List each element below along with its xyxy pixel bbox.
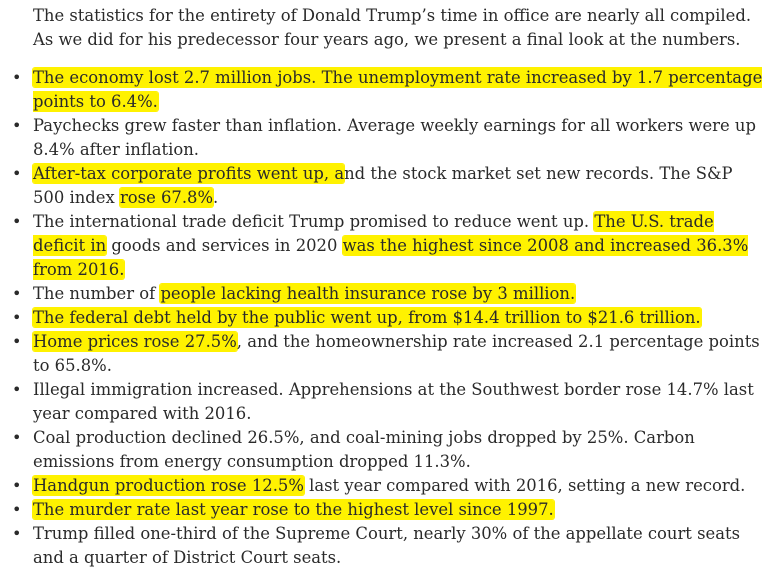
body-text: goods and services in 2020	[106, 236, 343, 255]
body-text: The international trade deficit Trump pr…	[33, 212, 595, 231]
bullet-icon: •	[12, 68, 22, 87]
bullet-icon: •	[12, 332, 22, 351]
list-item: • After-tax corporate profits went up, an…	[0, 162, 769, 210]
highlighted-text: people lacking health insurance rose by …	[160, 284, 576, 303]
list-item: • The economy lost 2.7 million jobs. The …	[0, 66, 769, 114]
body-text: Paychecks grew faster than inflation. Av…	[33, 116, 756, 159]
highlighted-text: The federal debt held by the public went…	[33, 308, 701, 327]
bullet-icon: •	[12, 308, 22, 327]
bullet-icon: •	[12, 524, 22, 543]
list-item: • Home prices rose 27.5%, and the homeown…	[0, 330, 769, 378]
list-item: • The international trade deficit Trump p…	[0, 210, 769, 282]
highlighted-text: The murder rate last year rose to the hi…	[33, 500, 554, 519]
highlighted-text: Handgun production rose 12.5%	[33, 476, 304, 495]
body-text: last year compared with 2016, setting a …	[303, 476, 746, 495]
body-text: .	[213, 188, 219, 207]
bullet-icon: •	[12, 476, 22, 495]
highlighted-text: Home prices rose 27.5%	[33, 332, 237, 351]
highlights-list: • The economy lost 2.7 million jobs. The …	[0, 66, 772, 570]
article-excerpt: The statistics for the entirety of Donal…	[12, 6, 763, 567]
intro-paragraph: The statistics for the entirety of Donal…	[33, 6, 752, 49]
highlighted-text: The economy lost 2.7 million jobs. The u…	[33, 68, 763, 111]
list-item: • Trump filled one-third of the Supreme C…	[0, 522, 769, 570]
body-text: Illegal immigration increased. Apprehens…	[33, 380, 754, 423]
bullet-icon: •	[12, 500, 22, 519]
bullet-icon: •	[12, 380, 22, 399]
bullet-icon: •	[12, 116, 22, 135]
body-text: Coal production declined 26.5%, and coal…	[33, 428, 695, 471]
body-text: The number of	[33, 284, 161, 303]
list-item: • Coal production declined 26.5%, and coa…	[0, 426, 769, 474]
highlighted-text: After-tax corporate profits went up, a	[33, 164, 345, 183]
body-text: , and the homeownership rate increased 2…	[33, 332, 760, 375]
list-item: • Paychecks grew faster than inflation. A…	[0, 114, 769, 162]
bullet-icon: •	[12, 212, 22, 231]
bullet-icon: •	[12, 428, 22, 447]
bullet-icon: •	[12, 164, 22, 183]
body-text: nd the stock market set new records. The…	[33, 164, 733, 207]
list-item: • The number of people lacking health ins…	[0, 282, 769, 306]
list-item: • The federal debt held by the public wen…	[0, 306, 769, 330]
bullet-icon: •	[12, 284, 22, 303]
list-item: • Illegal immigration increased. Apprehen…	[0, 378, 769, 426]
highlighted-text: rose 67.8%	[119, 188, 214, 207]
body-text: Trump filled one-third of the Supreme Co…	[33, 524, 740, 567]
list-item: • Handgun production rose 12.5% last year…	[0, 474, 769, 498]
list-item: • The murder rate last year rose to the h…	[0, 498, 769, 522]
